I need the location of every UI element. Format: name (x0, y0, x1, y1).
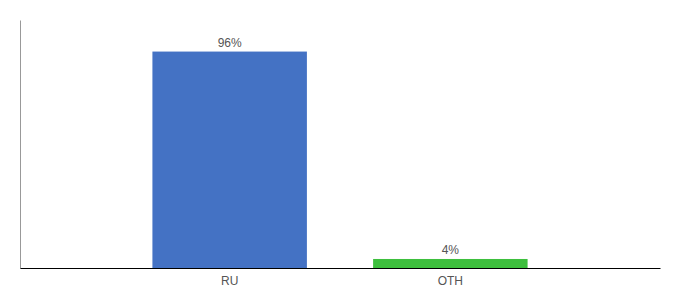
bar (373, 259, 527, 268)
bars (152, 52, 527, 268)
y-axis-line (20, 21, 21, 269)
y-axis (20, 21, 21, 269)
x-tick: RU (221, 268, 238, 288)
x-tick: OTH (438, 268, 463, 288)
x-axis: RU OTH (21, 268, 661, 288)
data-label: 96% (218, 36, 242, 50)
data-label: 4% (442, 243, 460, 257)
x-tick-label: OTH (438, 274, 463, 288)
x-tick-label: RU (221, 274, 238, 288)
plot-area: RU OTH 96% 4% (21, 21, 661, 288)
data-labels: 96% 4% (218, 36, 460, 257)
bar (152, 52, 306, 268)
x-axis-line (21, 268, 661, 269)
chart-svg: RU OTH 96% 4% (0, 0, 680, 300)
